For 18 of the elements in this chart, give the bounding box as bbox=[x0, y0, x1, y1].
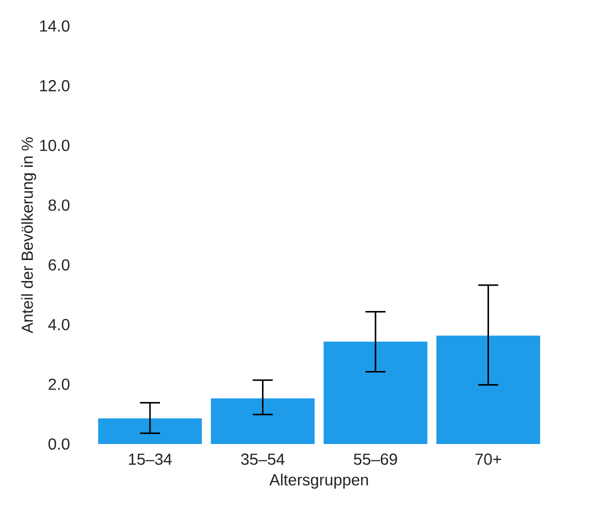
y-tick-label: 6.0 bbox=[48, 259, 70, 271]
y-tick-label: 12.0 bbox=[40, 80, 70, 92]
x-tick-label: 35–54 bbox=[241, 454, 285, 465]
x-tick-label: 70+ bbox=[475, 454, 502, 465]
bar bbox=[210, 398, 315, 444]
x-tick-label: 15–34 bbox=[128, 454, 172, 465]
y-tick-label: 4.0 bbox=[48, 318, 70, 330]
y-tick-label: 8.0 bbox=[48, 199, 70, 211]
y-tick-label: 2.0 bbox=[48, 378, 70, 390]
x-tick-label: 55–69 bbox=[354, 454, 397, 465]
bar bbox=[436, 336, 540, 444]
y-tick-label: 0.0 bbox=[48, 438, 70, 450]
bar bbox=[98, 418, 202, 444]
y-tick-label: 10.0 bbox=[40, 140, 70, 152]
x-axis-title: Altersgruppen bbox=[269, 474, 368, 489]
y-axis-title: Anteil der Bevölkerung in % bbox=[21, 137, 36, 334]
bar bbox=[324, 342, 428, 444]
y-tick-label: 14.0 bbox=[40, 20, 70, 32]
